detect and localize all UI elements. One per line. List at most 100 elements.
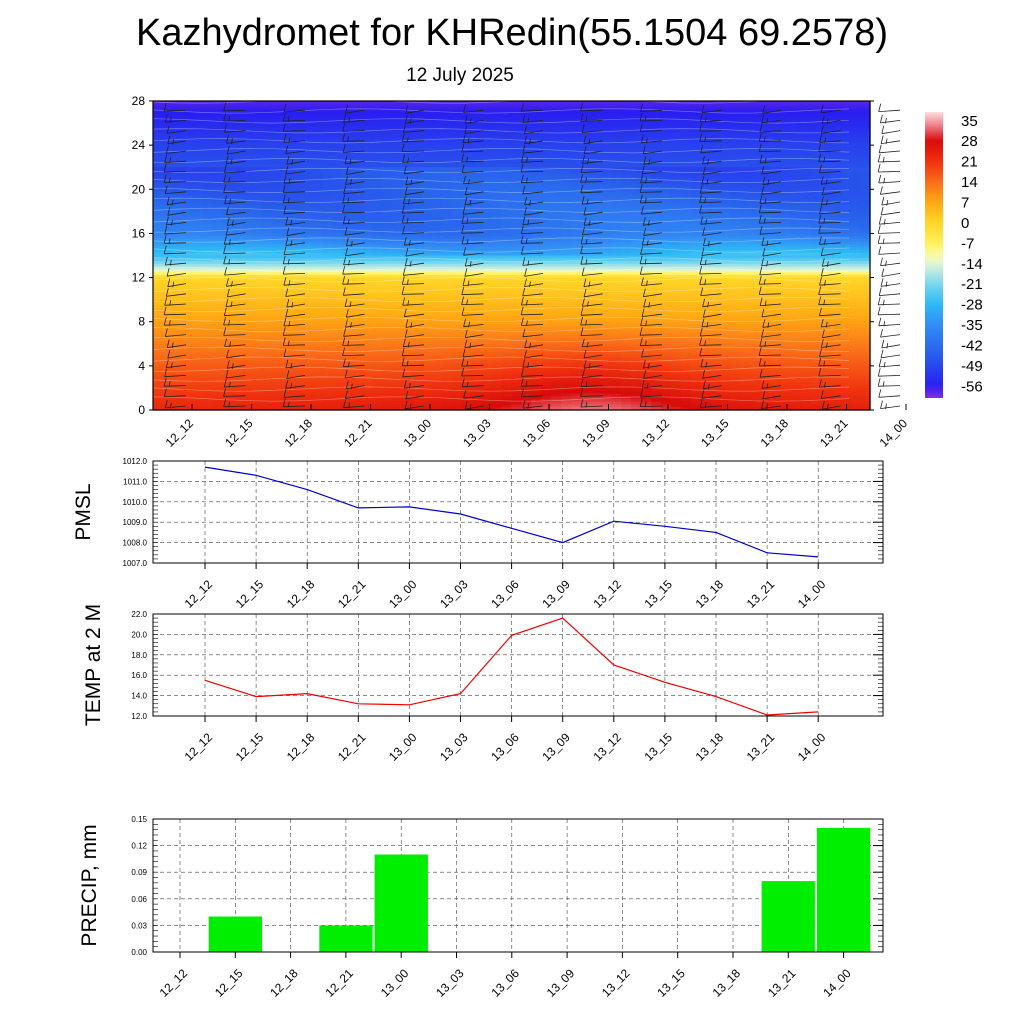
heatmap-cell (840, 158, 851, 163)
heatmap-cell (172, 208, 184, 212)
heatmap-cell (182, 258, 194, 262)
heatmap-cell (750, 101, 762, 105)
heatmap-cell (501, 216, 513, 221)
heatmap-cell (571, 109, 582, 113)
heatmap-cell (411, 106, 423, 110)
heatmap-cell (172, 249, 184, 254)
heatmap-cell (810, 227, 821, 232)
heatmap-cell (680, 285, 692, 290)
heatmap-cell (282, 147, 294, 152)
heatmap-cell (232, 145, 244, 149)
heatmap-cell (222, 167, 234, 171)
heatmap-cell (352, 178, 363, 182)
heatmap-cell (601, 222, 612, 226)
heatmap-cell (700, 288, 712, 292)
heatmap-cell (541, 208, 552, 212)
heatmap-cell (581, 280, 592, 284)
heatmap-cell (850, 227, 861, 232)
heatmap-cell (561, 109, 572, 113)
heatmap-cell (461, 200, 473, 204)
heatmap-cell (372, 222, 383, 226)
heatmap-cell (192, 222, 204, 226)
heatmap-cell (471, 214, 483, 218)
heatmap-cell (511, 280, 523, 284)
heatmap-cell (431, 183, 443, 188)
heatmap-cell (860, 147, 871, 152)
heatmap-cell (571, 244, 582, 248)
heatmap-cell (421, 117, 433, 121)
heatmap-cell (710, 280, 722, 284)
heatmap-cell (421, 145, 433, 149)
heatmap-cell (840, 216, 851, 221)
heatmap-cell (830, 261, 841, 265)
heatmap-cell (272, 266, 284, 270)
heatmap-cell (820, 274, 831, 279)
heatmap-cell (551, 189, 562, 193)
heatmap-cell (501, 117, 513, 121)
heatmap-cell (571, 227, 582, 232)
heatmap-cell (481, 186, 493, 190)
heatmap-cell (621, 112, 632, 116)
heatmap-cell (272, 145, 284, 149)
heatmap-cell (541, 183, 552, 188)
heatmap-cell (411, 186, 423, 190)
heatmap-cell (392, 114, 403, 119)
heatmap-cell (611, 233, 622, 237)
heatmap-cell (421, 283, 433, 287)
heatmap-cell (172, 233, 184, 237)
heatmap-cell (342, 194, 353, 199)
heatmap-cell (172, 147, 184, 152)
heatmap-cell (830, 266, 841, 270)
heatmap-cell (611, 153, 622, 157)
heatmap-cell (153, 200, 164, 204)
heatmap-cell (581, 288, 592, 292)
heatmap-cell (222, 194, 234, 199)
heatmap-cell (312, 291, 323, 295)
heatmap-cell (382, 106, 393, 110)
heatmap-cell (810, 136, 821, 141)
heatmap-cell (860, 227, 871, 232)
heatmap-cell (401, 164, 413, 168)
heatmap-cell (441, 272, 453, 276)
heatmap-cell (790, 255, 801, 259)
heatmap-cell (352, 145, 363, 149)
heatmap-cell (700, 269, 712, 273)
heatmap-cell (591, 205, 602, 210)
heatmap-cell (790, 263, 801, 268)
heatmap-cell (800, 274, 811, 279)
heatmap-cell (690, 197, 702, 201)
heatmap-cell (441, 200, 453, 204)
heatmap-cell (491, 214, 503, 218)
heatmap-cell (491, 236, 503, 240)
heatmap-cell (312, 233, 323, 237)
heatmap-cell (411, 158, 423, 163)
heatmap-cell (441, 103, 453, 108)
heatmap-cell (352, 255, 363, 259)
heatmap-cell (511, 225, 523, 229)
heatmap-cell (541, 211, 552, 215)
heatmap-cell (232, 249, 244, 254)
heatmap-cell (242, 139, 254, 143)
heatmap-cell (153, 150, 164, 155)
heatmap-cell (670, 175, 682, 179)
heatmap-cell (262, 269, 274, 273)
heatmap-cell (501, 103, 513, 108)
heatmap-cell (342, 131, 353, 135)
heatmap-cell (710, 230, 722, 235)
heatmap-cell (421, 181, 433, 185)
heatmap-cell (660, 123, 672, 127)
heatmap-cell (332, 225, 343, 229)
heatmap-cell (202, 169, 214, 174)
heatmap-cell (162, 114, 174, 119)
heatmap-cell (810, 101, 821, 105)
heatmap-cell (401, 150, 413, 155)
heatmap-cell (372, 183, 383, 188)
heatmap-cell (491, 192, 503, 196)
heatmap-cell (730, 277, 742, 281)
heatmap-cell (860, 186, 871, 190)
heatmap-cell (790, 216, 801, 221)
heatmap-cell (611, 203, 622, 207)
heatmap-cell (830, 277, 841, 281)
heatmap-cell (282, 291, 294, 295)
heatmap-cell (471, 236, 483, 240)
